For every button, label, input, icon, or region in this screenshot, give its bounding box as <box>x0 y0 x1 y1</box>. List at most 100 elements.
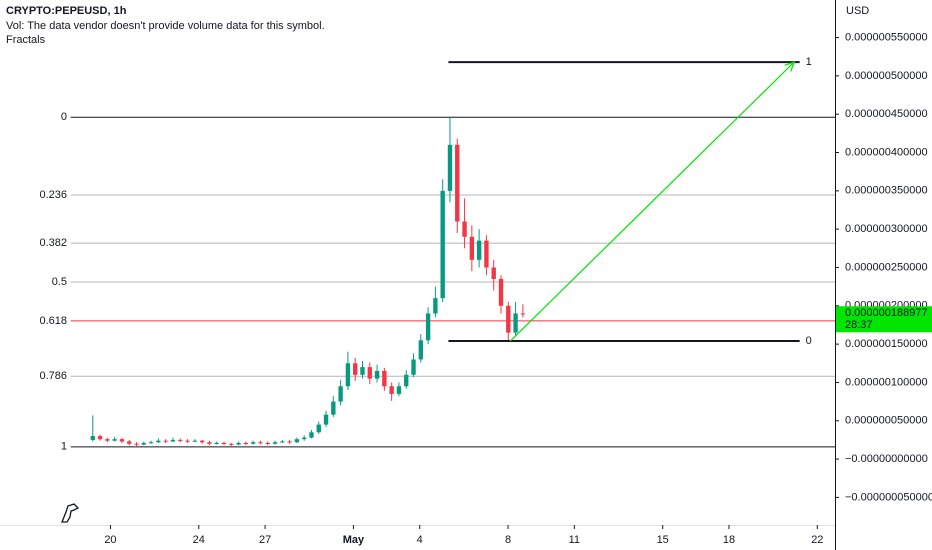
projection-label: 1 <box>806 56 812 68</box>
candle-body <box>207 442 212 444</box>
candle-body <box>112 439 117 441</box>
fib-label: 0.786 <box>39 370 67 382</box>
fib-label: 0.5 <box>52 276 67 288</box>
candle-body <box>433 298 438 314</box>
candle-body <box>97 436 103 440</box>
candle-body <box>163 440 168 442</box>
fib-label: 0.236 <box>39 189 67 201</box>
candle-body <box>236 442 241 445</box>
candle-body <box>506 305 511 333</box>
candle-body <box>294 439 300 443</box>
y-tick-label: 0.000000500000 <box>845 70 928 82</box>
candle-body <box>396 386 402 394</box>
candle-body <box>425 313 431 341</box>
candle-body <box>338 386 343 402</box>
candle-body <box>455 144 460 222</box>
x-tick-label: 27 <box>259 534 271 546</box>
candle-body <box>199 440 205 443</box>
candle-body <box>418 340 424 360</box>
candle-body <box>389 386 394 394</box>
fib-label: 1 <box>61 441 67 453</box>
candle-body <box>185 440 190 442</box>
candle-body <box>404 374 409 387</box>
candle-body <box>323 414 329 425</box>
candle-body <box>440 190 445 299</box>
x-tick-label: 15 <box>657 534 669 546</box>
x-tick-label: 22 <box>811 534 823 546</box>
candle-body <box>127 441 132 444</box>
candle-body <box>148 442 154 444</box>
candle-body <box>105 439 110 441</box>
candle-body <box>90 436 95 440</box>
candle-body <box>178 439 183 441</box>
y-tick-label: 0.000000300000 <box>845 223 928 235</box>
candle-body <box>382 370 387 387</box>
x-tick-label: 18 <box>723 534 735 546</box>
subtitle: Vol: The data vendor doesn't provide vol… <box>6 20 325 32</box>
candle-body <box>360 367 365 375</box>
candle-body <box>156 440 161 443</box>
y-tick-label: 0.000000050000 <box>845 415 928 427</box>
candle-body <box>141 442 146 445</box>
projection-arrow <box>509 61 795 342</box>
y-tick-label: 0.000000400000 <box>845 146 928 158</box>
candle-body <box>229 443 234 445</box>
candle-body <box>192 440 198 442</box>
candle-body <box>374 370 380 379</box>
candle-body <box>119 439 125 442</box>
logo <box>61 503 80 523</box>
candle-body <box>469 236 475 260</box>
candle-body <box>287 441 292 443</box>
candle-body <box>250 442 256 444</box>
y-tick-label: 0.000000100000 <box>845 376 928 388</box>
fib-label: 0 <box>61 111 67 123</box>
candle-body <box>316 424 321 433</box>
candle-body <box>498 278 504 306</box>
x-tick-label: 24 <box>193 534 205 546</box>
candle-body <box>243 442 249 444</box>
candle-body <box>221 442 227 444</box>
countdown: 28:37 <box>845 319 873 331</box>
candle-body <box>367 367 372 379</box>
candle-body <box>411 359 416 375</box>
candle-body <box>353 363 358 375</box>
candle-body <box>301 437 307 440</box>
candle-body <box>462 221 467 237</box>
price-label: 0.000000188977 <box>845 307 928 319</box>
candle-body <box>447 144 453 191</box>
candle-body <box>331 401 336 415</box>
projection-label: 0 <box>806 335 812 347</box>
y-tick-label: 0.000000250000 <box>845 261 928 273</box>
y-tick-label: 0.000000450000 <box>845 108 928 120</box>
indicator-name: Fractals <box>6 34 46 46</box>
candle-body <box>484 240 489 268</box>
y-tick-label: 0.000000550000 <box>845 31 928 43</box>
arrow-head <box>784 61 796 72</box>
candle-body <box>491 267 496 279</box>
chart-title: CRYPTO:PEPEUSD, 1h <box>6 5 127 17</box>
fib-label: 0.382 <box>39 237 67 249</box>
candle-body <box>520 313 526 315</box>
y-tick-label: −0.000000050000 <box>845 491 932 503</box>
candle-body <box>272 442 278 444</box>
x-tick-label: 4 <box>417 534 423 546</box>
price-badge <box>836 306 932 333</box>
candle-body <box>258 442 263 444</box>
candle-body <box>280 441 285 443</box>
y-axis-label: USD <box>846 5 869 17</box>
candle-body <box>476 240 482 260</box>
candle-body <box>265 442 270 444</box>
x-tick-label: 11 <box>569 534 580 546</box>
x-tick-label: 20 <box>104 534 116 546</box>
y-tick-label: 0.000000350000 <box>845 185 928 197</box>
fib-label: 0.618 <box>39 315 67 327</box>
y-tick-label: 0.000000150000 <box>845 338 928 350</box>
candle-body <box>513 313 518 333</box>
candle-body <box>345 363 351 387</box>
candle-body <box>134 443 139 445</box>
y-tick-label: −0.00000000000 <box>845 453 928 465</box>
x-tick-label: 8 <box>505 534 511 546</box>
